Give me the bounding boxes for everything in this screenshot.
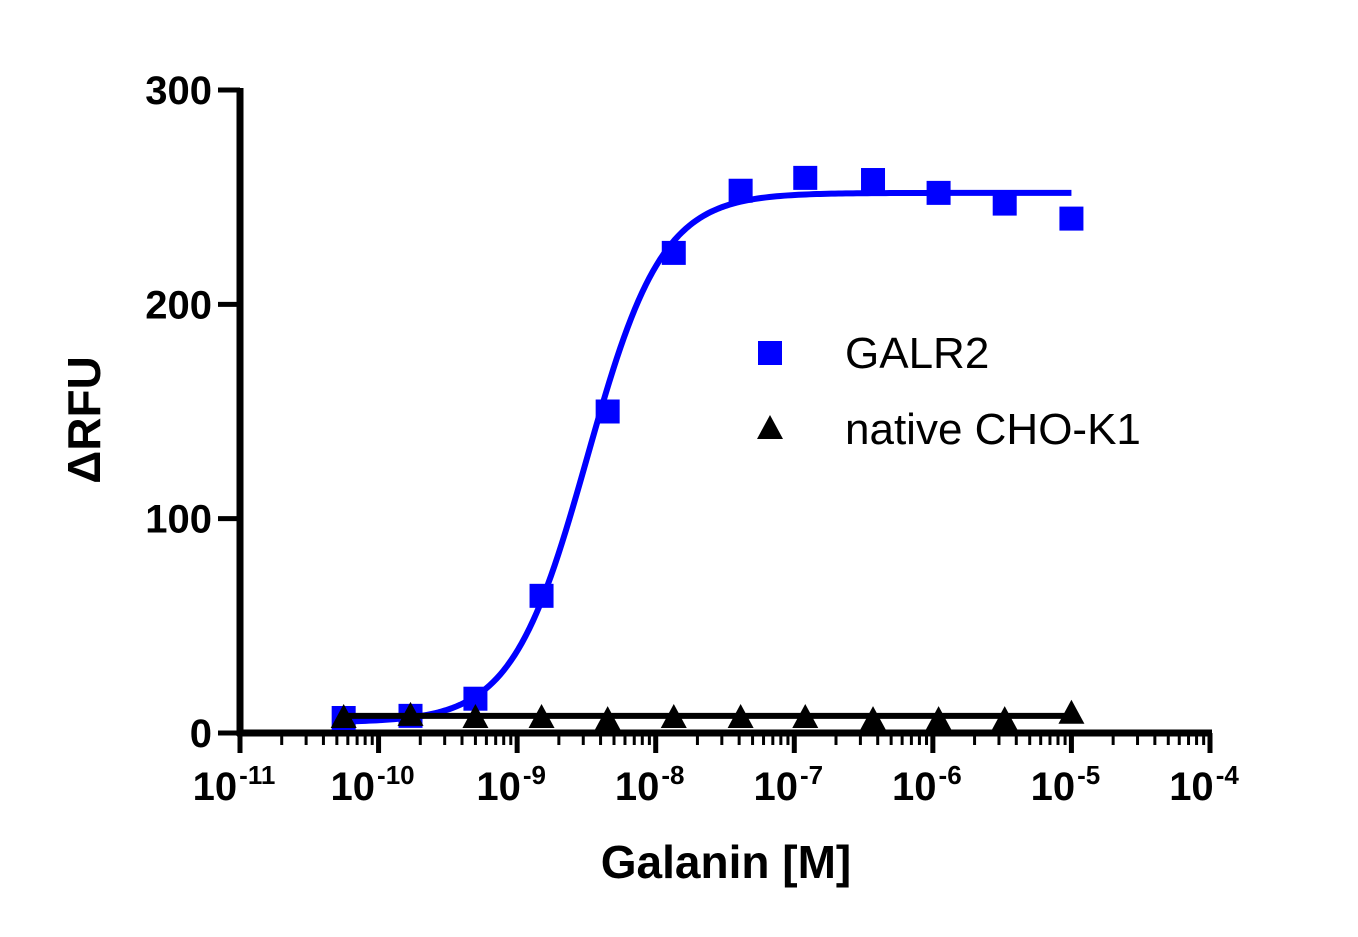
- data-point: [860, 706, 887, 731]
- data-point: [925, 706, 952, 731]
- data-point: [728, 178, 753, 203]
- x-tick-label: 10-11: [193, 760, 276, 809]
- data-point: [397, 701, 424, 726]
- data-point: [1059, 206, 1084, 231]
- x-axis-title: Galanin [M]: [601, 836, 851, 888]
- x-tick-label: 10-5: [1031, 760, 1101, 809]
- legend-marker: [758, 341, 782, 365]
- legend-label: native CHO-K1: [845, 405, 1141, 454]
- data-point: [594, 706, 621, 731]
- data-point: [661, 240, 686, 265]
- y-tick-label: 300: [145, 69, 212, 113]
- data-point: [861, 168, 886, 193]
- data-point: [462, 703, 489, 728]
- series-layer: [330, 165, 1085, 731]
- data-point: [1058, 699, 1085, 724]
- data-point: [330, 703, 357, 728]
- y-tick-label: 0: [190, 712, 212, 756]
- data-point: [529, 583, 554, 608]
- data-point: [660, 703, 687, 728]
- data-point: [727, 703, 754, 728]
- x-tick-label: 10-8: [615, 760, 685, 809]
- data-point: [926, 180, 951, 205]
- x-tick-label: 10-7: [753, 760, 823, 809]
- legend-marker: [757, 415, 783, 439]
- series-native-cho-k1: [330, 699, 1085, 731]
- data-point: [595, 399, 620, 424]
- x-tick-label: 10-9: [476, 760, 546, 809]
- fit-curve: [343, 189, 1072, 725]
- data-point: [991, 706, 1018, 731]
- data-point: [528, 703, 555, 728]
- legend-label: GALR2: [845, 329, 989, 378]
- x-tick-label: 10-6: [892, 760, 962, 809]
- legend: GALR2 native CHO-K1: [757, 329, 1141, 454]
- x-tick-label: 10-10: [331, 760, 415, 809]
- y-tick-label: 200: [145, 283, 212, 327]
- data-point: [793, 165, 818, 190]
- axes: 0 100 200 300 10-11 10-10 10-9 10-8 10-7 10-6 10-5…: [145, 69, 1239, 809]
- x-tick-label: 10-4: [1169, 760, 1239, 809]
- y-tick-label: 100: [145, 498, 212, 542]
- y-axis-title: ΔRFU: [58, 356, 110, 484]
- data-point: [992, 191, 1017, 216]
- data-point: [792, 703, 819, 728]
